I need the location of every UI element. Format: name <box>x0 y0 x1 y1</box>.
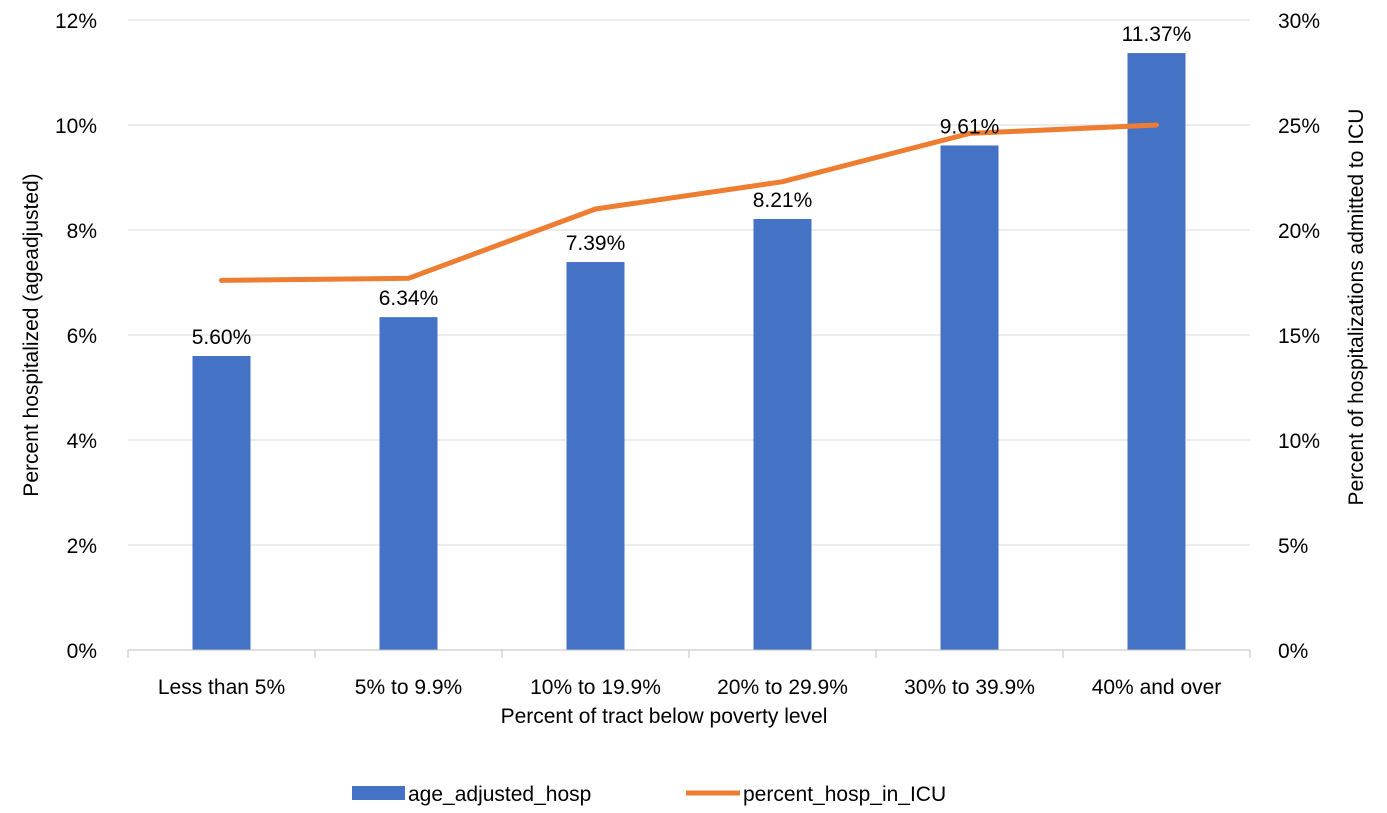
legend-label-line: percent_hosp_in_ICU <box>743 783 946 806</box>
x-tick-label: 40% and over <box>1092 676 1222 699</box>
x-tick-label: 30% to 39.9% <box>904 676 1035 699</box>
legend-label-bar: age_adjusted_hosp <box>408 783 591 806</box>
data-labels: 5.60% 6.34% 7.39% 8.21% 9.61% 11.37% <box>192 23 1192 349</box>
y-tick-label: 4% <box>67 430 97 453</box>
legend: age_adjusted_hosp percent_hosp_in_ICU <box>352 783 946 806</box>
y2-tick-label: 30% <box>1278 10 1320 33</box>
legend-swatch-bar <box>352 786 405 800</box>
bar <box>192 356 251 650</box>
x-tick-label: 10% to 19.9% <box>530 676 661 699</box>
bar-data-label: 11.37% <box>1122 23 1192 46</box>
y2-tick-label: 15% <box>1278 325 1320 348</box>
bar <box>566 262 625 650</box>
line-series <box>219 122 1159 283</box>
y2-tick-label: 10% <box>1278 430 1320 453</box>
icu-line <box>219 122 1159 283</box>
bar <box>1127 53 1186 650</box>
y2-tick-label: 5% <box>1278 535 1308 558</box>
bar-series <box>192 53 1186 650</box>
left-axis-title: Percent hospitalized (ageadjusted) <box>20 173 43 496</box>
y-tick-label: 12% <box>55 10 97 33</box>
x-axis: Less than 5% 5% to 9.9% 10% to 19.9% 20% to… <box>127 649 1251 699</box>
bar-data-label: 9.61% <box>940 115 1000 138</box>
right-axis-ticks: 0% 5% 10% 15% 20% 25% 30% <box>1278 10 1320 663</box>
y2-tick-label: 20% <box>1278 220 1320 243</box>
bar-data-label: 8.21% <box>753 189 813 212</box>
bar-data-label: 6.34% <box>379 287 439 310</box>
right-axis-title: Percent of hospitalizations admitted to … <box>1345 109 1368 506</box>
x-tick-label: 5% to 9.9% <box>355 676 462 699</box>
y-tick-label: 8% <box>67 220 97 243</box>
bar <box>379 317 438 650</box>
y-tick-label: 6% <box>67 325 97 348</box>
bar <box>940 145 999 650</box>
left-axis-ticks: 0% 2% 4% 6% 8% 10% 12% <box>55 10 97 663</box>
bar-data-label: 5.60% <box>192 326 252 349</box>
x-tick-label: Less than 5% <box>158 676 285 699</box>
y2-tick-label: 25% <box>1278 115 1320 138</box>
y-tick-label: 0% <box>67 640 97 663</box>
y-tick-label: 2% <box>67 535 97 558</box>
x-tick-label: 20% to 29.9% <box>717 676 848 699</box>
x-axis-title: Percent of tract below poverty level <box>501 705 828 728</box>
bar <box>753 218 812 650</box>
y-tick-label: 10% <box>55 115 97 138</box>
y2-tick-label: 0% <box>1278 640 1308 663</box>
gridlines <box>128 19 1250 546</box>
bar-data-label: 7.39% <box>566 232 626 255</box>
